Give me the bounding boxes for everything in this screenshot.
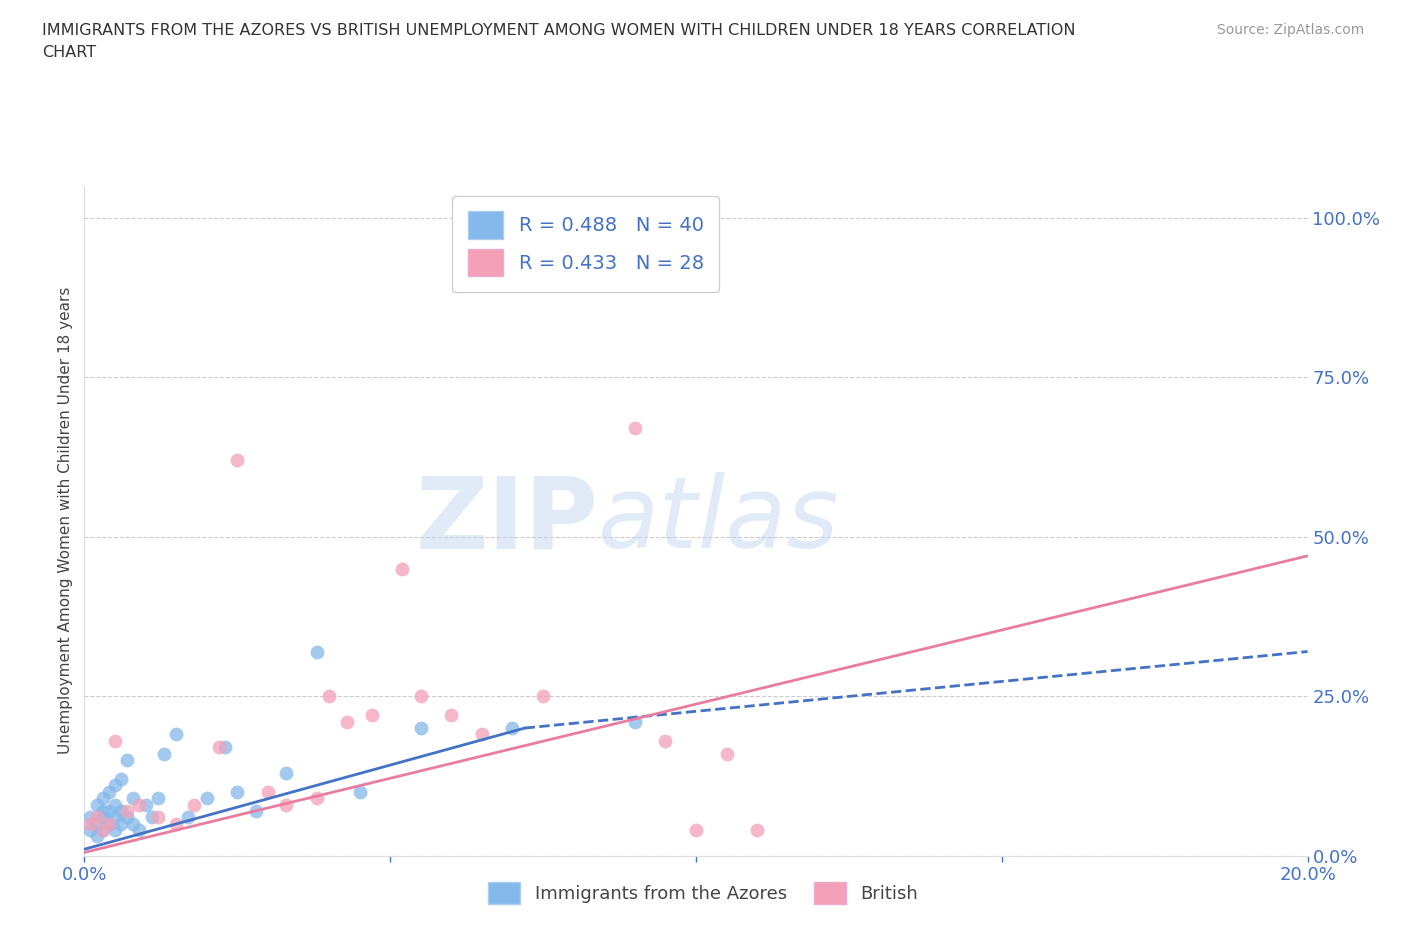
Point (122, 817, 145, 831)
Point (360, 708, 382, 723)
Point (305, 790, 328, 805)
Point (115, 804, 138, 818)
Point (115, 810, 138, 825)
Point (226, 453, 249, 468)
Text: ZIP: ZIP (415, 472, 598, 569)
Point (97, 817, 120, 831)
Point (86, 797, 108, 812)
Point (195, 790, 218, 805)
Point (128, 823, 150, 838)
Point (318, 689, 340, 704)
Point (391, 561, 413, 576)
Point (409, 721, 432, 736)
Point (91, 823, 114, 838)
Point (128, 797, 150, 812)
Point (208, 739, 231, 754)
Point (104, 823, 127, 838)
Point (165, 727, 187, 742)
Legend: Immigrants from the Azores, British: Immigrants from the Azores, British (481, 875, 925, 911)
Point (115, 752, 138, 767)
Point (226, 784, 249, 799)
Point (165, 817, 187, 831)
Point (104, 778, 127, 793)
Point (110, 804, 132, 818)
Point (502, 721, 524, 736)
Point (146, 790, 169, 805)
Point (91, 790, 114, 805)
Point (440, 708, 463, 723)
Point (305, 644, 328, 659)
Point (336, 714, 359, 729)
Point (110, 772, 132, 787)
Point (531, 689, 554, 704)
Point (79, 823, 101, 838)
Point (86, 829, 108, 844)
Point (91, 810, 114, 825)
Point (91, 823, 114, 838)
Point (135, 797, 157, 812)
Point (276, 765, 298, 780)
Point (349, 784, 371, 799)
Point (214, 739, 236, 754)
Point (86, 817, 108, 831)
Point (122, 790, 145, 805)
Point (183, 797, 205, 812)
Point (79, 810, 101, 825)
Point (97, 784, 120, 799)
Point (97, 804, 120, 818)
Point (104, 810, 127, 825)
Point (624, 714, 647, 729)
Point (97, 817, 120, 831)
Point (177, 810, 200, 825)
Point (141, 810, 163, 825)
Text: IMMIGRANTS FROM THE AZORES VS BRITISH UNEMPLOYMENT AMONG WOMEN WITH CHILDREN UND: IMMIGRANTS FROM THE AZORES VS BRITISH UN… (42, 23, 1076, 38)
Point (153, 746, 176, 761)
Legend: R = 0.488   N = 40, R = 0.433   N = 28: R = 0.488 N = 40, R = 0.433 N = 28 (453, 195, 720, 292)
Point (110, 817, 132, 831)
Text: CHART: CHART (42, 45, 96, 60)
Y-axis label: Unemployment Among Women with Children Under 18 years: Unemployment Among Women with Children U… (58, 287, 73, 754)
Point (624, 421, 647, 436)
Point (104, 797, 127, 812)
Point (654, 734, 676, 749)
Point (685, 823, 707, 838)
Point (716, 746, 738, 761)
Point (276, 797, 298, 812)
Point (245, 804, 267, 818)
Text: atlas: atlas (598, 472, 839, 569)
Point (747, 823, 769, 838)
Text: Source: ZipAtlas.com: Source: ZipAtlas.com (1216, 23, 1364, 37)
Point (79, 817, 101, 831)
Point (146, 810, 169, 825)
Point (104, 734, 127, 749)
Point (257, 784, 280, 799)
Point (86, 810, 108, 825)
Point (471, 727, 494, 742)
Point (409, 689, 432, 704)
Point (91, 804, 114, 818)
